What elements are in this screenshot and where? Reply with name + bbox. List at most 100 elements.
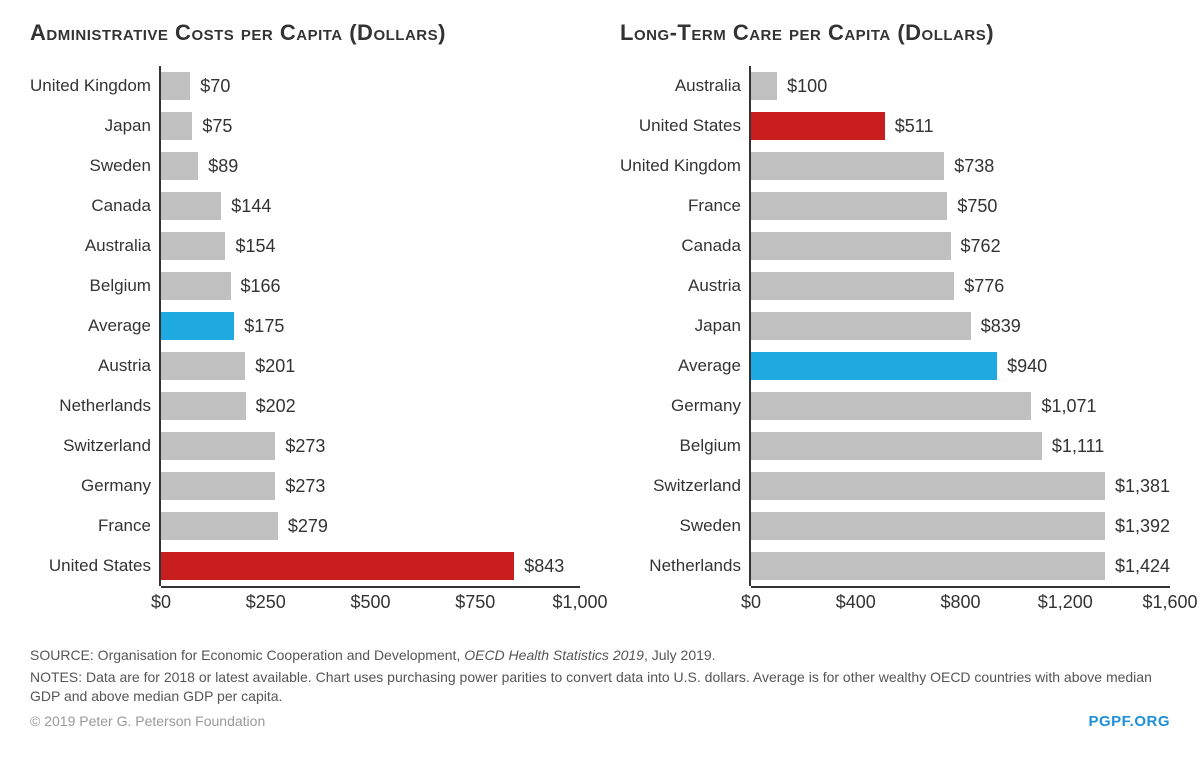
bar-value: $154 <box>235 236 275 257</box>
bar <box>751 512 1105 540</box>
bar <box>161 152 198 180</box>
bar-row: $279 <box>161 506 580 546</box>
bar <box>751 272 954 300</box>
bar-value: $1,424 <box>1115 556 1170 577</box>
bar-value: $166 <box>241 276 281 297</box>
source-prefix: SOURCE: Organisation for Economic Cooper… <box>30 647 464 663</box>
bar-value: $201 <box>255 356 295 377</box>
bar <box>751 552 1105 580</box>
source-suffix: , July 2019. <box>644 647 716 663</box>
bar-row: $1,392 <box>751 506 1170 546</box>
y-label: Switzerland <box>30 426 151 466</box>
bar <box>161 472 275 500</box>
bar-row: $201 <box>161 346 580 386</box>
bar <box>161 272 231 300</box>
bar-row: $89 <box>161 146 580 186</box>
y-label: Canada <box>620 226 741 266</box>
bar <box>161 232 226 260</box>
charts-container: Administrative Costs per Capita (Dollars… <box>30 20 1170 616</box>
y-label: France <box>30 506 151 546</box>
x-tick: $400 <box>836 592 876 613</box>
y-label: Australia <box>30 226 151 266</box>
bar-row: $839 <box>751 306 1170 346</box>
chart-long-term-care: Long-Term Care per Capita (Dollars) Aust… <box>620 20 1170 616</box>
bar-row: $175 <box>161 306 580 346</box>
x-tick: $750 <box>455 592 495 613</box>
bar-row: $940 <box>751 346 1170 386</box>
y-label: Sweden <box>30 146 151 186</box>
chart-title: Long-Term Care per Capita (Dollars) <box>620 20 1170 46</box>
bar-row: $166 <box>161 266 580 306</box>
bar <box>751 72 777 100</box>
y-label: Belgium <box>620 426 741 466</box>
y-label: United States <box>30 546 151 586</box>
bar-value: $100 <box>787 76 827 97</box>
bar-row: $1,424 <box>751 546 1170 586</box>
bar-row: $776 <box>751 266 1170 306</box>
bar-row: $1,111 <box>751 426 1170 466</box>
y-label: Japan <box>620 306 741 346</box>
x-tick: $500 <box>350 592 390 613</box>
bar-value: $511 <box>895 116 934 137</box>
bar-row: $843 <box>161 546 580 586</box>
bar-value: $738 <box>954 156 994 177</box>
bar-value: $1,381 <box>1115 476 1170 497</box>
bar-row: $154 <box>161 226 580 266</box>
bar-value: $202 <box>256 396 296 417</box>
bar-value: $89 <box>208 156 238 177</box>
x-tick: $0 <box>741 592 761 613</box>
y-label: Austria <box>30 346 151 386</box>
bar <box>751 232 951 260</box>
bar-value: $1,111 <box>1052 436 1104 457</box>
bar <box>751 392 1031 420</box>
bar-row: $750 <box>751 186 1170 226</box>
bar-row: $273 <box>161 426 580 466</box>
x-axis: $0$250$500$750$1,000 <box>161 586 580 616</box>
bar-row: $1,381 <box>751 466 1170 506</box>
y-label: Sweden <box>620 506 741 546</box>
x-tick: $1,600 <box>1142 592 1197 613</box>
bar-value: $279 <box>288 516 328 537</box>
y-label: Switzerland <box>620 466 741 506</box>
bar-value: $750 <box>957 196 997 217</box>
bar <box>161 352 245 380</box>
bar <box>751 152 944 180</box>
bar-row: $70 <box>161 66 580 106</box>
bar <box>161 392 246 420</box>
bar <box>751 312 971 340</box>
bars-area: $70$75$89$144$154$166$175$201$202$273$27… <box>159 66 580 586</box>
bar-row: $738 <box>751 146 1170 186</box>
bar <box>751 432 1042 460</box>
bar-row: $144 <box>161 186 580 226</box>
bar <box>751 192 947 220</box>
bar <box>751 352 997 380</box>
bar <box>161 512 278 540</box>
bar <box>751 112 885 140</box>
y-label: Average <box>620 346 741 386</box>
footer: SOURCE: Organisation for Economic Cooper… <box>30 646 1170 732</box>
bar-value: $70 <box>200 76 230 97</box>
bar-value: $273 <box>285 476 325 497</box>
notes-line: NOTES: Data are for 2018 or latest avail… <box>30 668 1170 707</box>
y-label: United Kingdom <box>30 66 151 106</box>
bar-value: $144 <box>231 196 271 217</box>
bar <box>161 432 275 460</box>
bar-value: $273 <box>285 436 325 457</box>
x-tick: $0 <box>151 592 171 613</box>
chart-title: Administrative Costs per Capita (Dollars… <box>30 20 580 46</box>
bar <box>161 112 192 140</box>
chart-body: United KingdomJapanSwedenCanadaAustralia… <box>30 66 580 586</box>
bar-row: $202 <box>161 386 580 426</box>
bar-row: $511 <box>751 106 1170 146</box>
bar-value: $175 <box>244 316 284 337</box>
y-label: Germany <box>30 466 151 506</box>
bar-row: $1,071 <box>751 386 1170 426</box>
bar <box>161 72 190 100</box>
x-tick: $1,000 <box>552 592 607 613</box>
y-label: Netherlands <box>620 546 741 586</box>
y-label: United States <box>620 106 741 146</box>
bar <box>161 552 514 580</box>
chart-body: AustraliaUnited StatesUnited KingdomFran… <box>620 66 1170 586</box>
bar-row: $100 <box>751 66 1170 106</box>
bar <box>161 312 234 340</box>
